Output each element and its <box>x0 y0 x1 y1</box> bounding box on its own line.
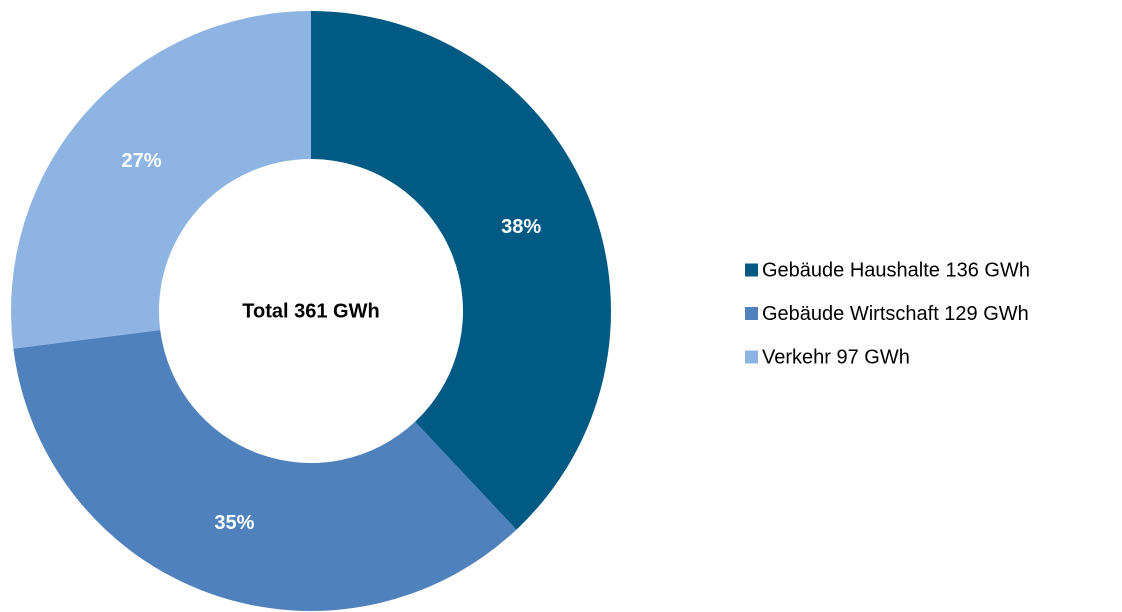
legend-label: Gebäude Wirtschaft 129 GWh <box>762 303 1029 325</box>
legend-swatch <box>745 263 758 277</box>
slice <box>311 11 612 530</box>
legend-label: Gebäude Haushalte 136 GWh <box>762 259 1030 281</box>
slice <box>13 330 517 611</box>
legend-label: Verkehr 97 GWh <box>762 346 910 368</box>
legend-swatch <box>745 307 758 320</box>
legend-swatch <box>745 350 758 364</box>
slice <box>10 11 311 349</box>
center-label: Total 361 GWh <box>242 300 379 322</box>
value-label: 27% <box>121 150 161 172</box>
value-label: 35% <box>214 512 254 534</box>
value-label: 38% <box>501 216 541 238</box>
